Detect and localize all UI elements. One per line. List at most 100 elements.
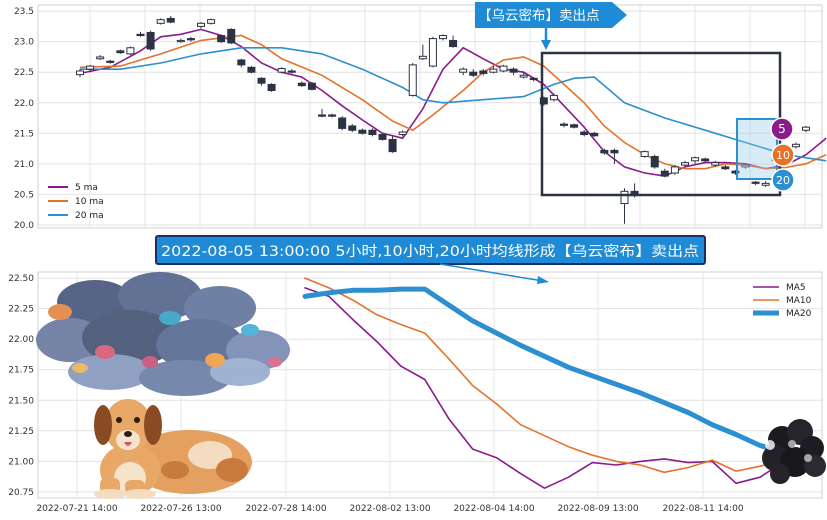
candlestick [519,72,528,79]
top-y-tick: 22.5 [14,68,34,78]
bottom-plot-frame [37,271,823,499]
candlestick [156,18,165,25]
candlestick [418,44,427,60]
candlestick [681,160,689,167]
bottom-y-tick: 21.75 [8,366,34,376]
candlestick [660,168,669,178]
candlestick [802,125,810,133]
candlestick [247,66,256,74]
candlestick [711,160,720,167]
candlestick [227,28,236,45]
bottom-y-tick: 21.25 [8,427,34,437]
legend-label: MA5 [786,283,806,293]
candlestick [328,113,337,118]
candlestick [378,133,387,141]
candlestick [146,30,155,51]
candlestick [449,35,458,48]
candlestick [570,123,579,129]
bottom-x-tick: 2022-08-09 13:00 [557,504,638,514]
candlestick [197,22,205,29]
legend-label: MA20 [786,309,812,319]
candlestick [76,69,84,78]
candlestick [529,77,538,82]
top-ma-line [79,34,827,170]
candlestick [217,34,226,43]
candlestick [509,67,518,76]
candlestick [318,108,326,118]
candlestick [620,188,629,224]
candlestick [590,132,599,137]
bottom-y-tick: 22.25 [8,305,34,315]
candlestick [267,83,276,92]
candlestick [489,66,498,74]
bottom-x-tick: 2022-08-02 13:00 [349,504,430,514]
candlestick [257,77,266,86]
candlestick [499,64,508,73]
bottom-y-tick: 22.50 [8,274,34,284]
candlestick [721,165,730,170]
legend-label: 20 ma [75,211,104,221]
candlestick [186,36,195,42]
candlestick [479,69,488,76]
top-candlesticks [76,15,810,224]
candlestick [459,67,468,76]
candlestick [207,18,216,25]
candlestick [338,116,347,131]
badge-20-label: 20 [776,174,790,187]
cloud-illustration [36,272,290,396]
legend-label: 10 ma [75,197,104,207]
candlestick [640,150,649,158]
candlestick [358,128,367,135]
candlestick [731,169,740,175]
candlestick [126,46,135,56]
bottom-y-tick: 21.50 [8,396,34,406]
candlestick [691,156,700,164]
top-y-tick: 20.5 [14,190,34,200]
candlestick [741,163,750,169]
candlestick [348,124,357,133]
bottom-y-tick: 20.75 [8,488,34,498]
candlestick [297,81,306,87]
candlestick [650,154,659,169]
candlestick [388,136,397,153]
top-y-tick: 21.0 [14,160,34,170]
bottom-y-tick: 22.00 [8,335,34,345]
candlestick [670,165,679,175]
bottom-chart-grid: 20.75 21.00 21.25 21.50 21.75 22.00 22.25 22.50… [8,271,823,514]
candlestick [701,157,710,163]
top-callout: 【乌云密布】卖出点 [475,2,627,50]
candlestick [439,34,447,41]
candlestick [560,122,568,128]
candlestick [368,128,377,137]
candlestick [136,31,145,37]
bottom-x-tick: 2022-08-11 14:00 [662,504,743,514]
bottom-moving-average-lines [302,277,811,489]
candlestick [580,130,589,137]
candlestick [106,59,115,64]
bottom-ma-line [304,287,809,489]
candlestick [96,55,105,60]
legend-label: MA10 [786,296,812,306]
candlestick [237,58,246,68]
candlestick [751,180,760,186]
top-plot-frame [37,4,823,229]
dark-cloud-illustration [762,419,826,484]
bottom-legend: MA5 MA10 MA20 [753,283,812,319]
top-callout-text: 【乌云密布】卖出点 [478,7,600,24]
top-legend: 5 ma 10 ma 20 ma [48,183,104,221]
badge-10-label: 10 [776,149,790,162]
dog-illustration [94,399,252,499]
candlestick [600,148,609,155]
candlestick [86,64,95,73]
candlestick [277,67,286,74]
candlestick [549,93,558,102]
top-y-tick: 23.5 [14,7,34,17]
candlestick [307,81,316,91]
top-y-tick: 22.0 [14,99,34,109]
bottom-x-tick: 2022-07-26 13:00 [140,504,221,514]
candlestick [761,180,770,188]
top-y-tick: 20.0 [14,221,34,231]
badge-10: 10 [771,143,795,167]
candlestick [539,96,548,106]
candlestick [408,63,417,97]
